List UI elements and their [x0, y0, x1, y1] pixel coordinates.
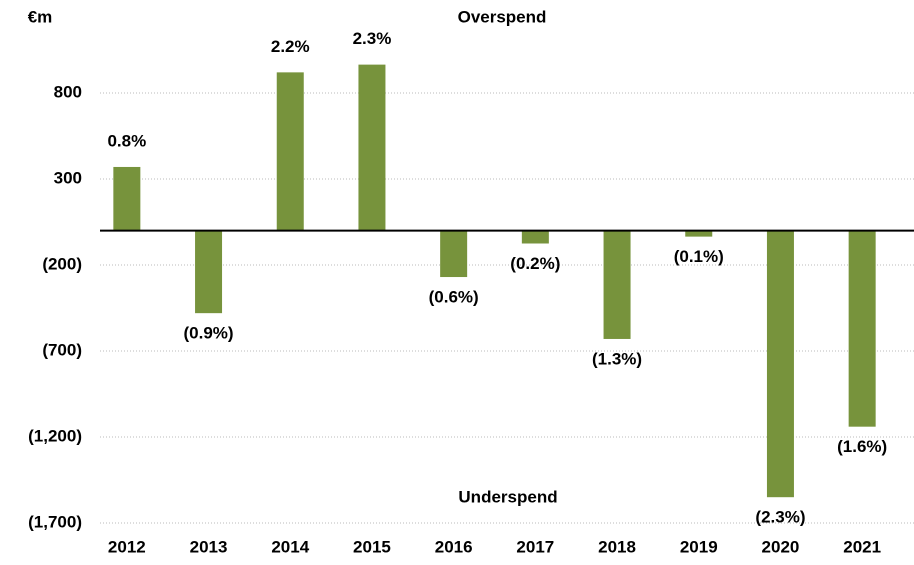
bar-label: (1.6%) — [837, 437, 887, 456]
underspend-label: Underspend — [458, 487, 557, 506]
bar — [685, 230, 713, 237]
bar — [195, 230, 223, 314]
y-tick-label: (1,200) — [28, 426, 82, 445]
bar — [603, 230, 631, 339]
x-tick-label: 2014 — [271, 537, 309, 556]
bar — [521, 230, 549, 244]
x-tick-label: 2021 — [843, 537, 881, 556]
bar-label: (2.3%) — [755, 508, 805, 527]
bar — [113, 166, 141, 231]
bar-label: (0.1%) — [674, 247, 724, 266]
bar-label: 2.3% — [353, 29, 392, 48]
x-tick-label: 2019 — [680, 537, 718, 556]
bar — [276, 72, 304, 231]
bar — [358, 64, 386, 231]
bar-label: (0.9%) — [184, 324, 234, 343]
bar-label: 0.8% — [107, 131, 146, 150]
y-axis-label: €m — [28, 7, 53, 26]
x-tick-label: 2015 — [353, 537, 391, 556]
overspend-label: Overspend — [458, 7, 547, 26]
x-tick-label: 2016 — [435, 537, 473, 556]
y-tick-label: 800 — [54, 82, 82, 101]
x-tick-label: 2012 — [108, 537, 146, 556]
bar-label: 2.2% — [271, 37, 310, 56]
x-tick-label: 2020 — [762, 537, 800, 556]
y-tick-label: 300 — [54, 168, 82, 187]
x-tick-label: 2018 — [598, 537, 636, 556]
x-tick-label: 2017 — [516, 537, 554, 556]
bar-label: (0.6%) — [429, 288, 479, 307]
bar-label: (0.2%) — [510, 254, 560, 273]
bar — [440, 230, 468, 278]
bar — [848, 230, 876, 427]
bar — [766, 230, 794, 498]
y-tick-label: (1,700) — [28, 512, 82, 531]
y-tick-label: (700) — [42, 340, 82, 359]
y-tick-label: (200) — [42, 254, 82, 273]
x-tick-label: 2013 — [190, 537, 228, 556]
bar-label: (1.3%) — [592, 349, 642, 368]
